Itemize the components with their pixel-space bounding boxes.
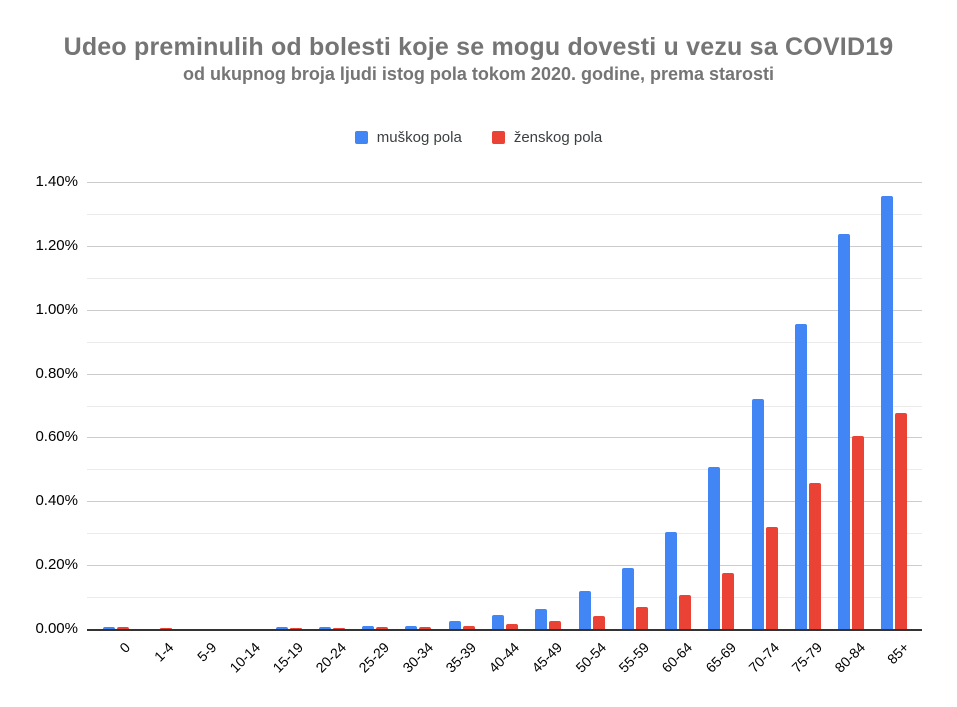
bar-female-60-64[interactable] xyxy=(679,594,692,629)
bar-female-30-34[interactable] xyxy=(419,627,432,629)
bar-male-15-19[interactable] xyxy=(275,627,288,629)
y-axis-tick-label: 0.00% xyxy=(35,620,78,637)
x-axis-tick-label: 45-49 xyxy=(528,639,566,676)
chart-subtitle: od ukupnog broja ljudi istog pola tokom … xyxy=(182,64,775,84)
x-axis-line xyxy=(87,629,922,631)
gridline-major xyxy=(87,182,922,183)
bar-male-70-74[interactable] xyxy=(751,399,764,629)
gridline-minor xyxy=(87,533,922,535)
bar-male-20-24[interactable] xyxy=(318,627,331,629)
gridline-minor xyxy=(87,341,922,343)
bar-male-0[interactable] xyxy=(102,626,115,629)
x-axis-tick-label: 30-34 xyxy=(399,639,436,676)
gridline-minor xyxy=(87,213,922,215)
y-axis-tick-label: 0.80% xyxy=(35,364,78,382)
bar-male-25-29[interactable] xyxy=(362,626,375,629)
x-axis-tick-label: 15-19 xyxy=(269,639,307,676)
legend: muškog pola ženskog pola xyxy=(0,129,957,146)
legend-label-male: muškog pola xyxy=(376,129,462,146)
gridline-major xyxy=(87,501,922,503)
x-axis-tick-label: 75-79 xyxy=(788,639,826,676)
bar-female-35-39[interactable] xyxy=(462,626,475,629)
bar-female-0[interactable] xyxy=(116,627,129,629)
legend-label-female: ženskog pola xyxy=(513,129,603,146)
bar-female-50-54[interactable] xyxy=(592,615,605,629)
x-axis-tick-label: 25-29 xyxy=(355,639,393,676)
x-axis-tick-label: 50-54 xyxy=(572,639,609,676)
bar-female-1-4[interactable] xyxy=(159,627,172,629)
x-axis-tick-label: 85+ xyxy=(883,639,912,668)
bar-female-75-79[interactable] xyxy=(808,483,821,629)
legend-item-female[interactable]: ženskog pola xyxy=(491,129,603,146)
bar-female-40-44[interactable] xyxy=(506,623,518,629)
x-axis-tick-label: 1-4 xyxy=(150,639,177,665)
y-axis-tick-label: 1.20% xyxy=(35,236,78,254)
gridline-minor xyxy=(87,469,922,471)
gridline-major xyxy=(87,437,922,439)
bar-male-85+[interactable] xyxy=(881,196,894,629)
gridline-major xyxy=(87,309,922,311)
legend-item-male[interactable]: muškog pola xyxy=(354,129,462,146)
x-axis-tick-label: 70-74 xyxy=(745,639,782,676)
gridline-major xyxy=(87,565,922,567)
gridline-major xyxy=(87,245,922,247)
y-axis-tick-label: 0.40% xyxy=(35,492,78,510)
x-axis-tick-label: 5-9 xyxy=(193,639,220,665)
bar-male-75-79[interactable] xyxy=(794,324,807,629)
bar-female-25-29[interactable] xyxy=(376,627,389,629)
gridline-minor xyxy=(87,277,922,279)
gridline-major xyxy=(87,373,922,375)
bar-male-45-49[interactable] xyxy=(535,608,548,629)
bar-female-45-49[interactable] xyxy=(549,620,562,629)
bar-male-80-84[interactable] xyxy=(838,234,851,629)
bar-male-30-34[interactable] xyxy=(405,626,418,629)
x-axis-tick-label: 20-24 xyxy=(312,639,350,676)
y-axis-tick-label: 1.00% xyxy=(35,300,78,318)
bar-male-40-44[interactable] xyxy=(492,615,504,629)
bar-male-55-59[interactable] xyxy=(621,568,634,629)
x-axis-tick-label: 65-69 xyxy=(702,639,739,676)
bar-female-20-24[interactable] xyxy=(332,627,345,629)
gridline-minor xyxy=(87,405,922,407)
bar-female-15-19[interactable] xyxy=(289,628,302,629)
x-axis-tick-label: 40-44 xyxy=(485,639,523,676)
x-axis-tick-label: 55-59 xyxy=(615,639,653,676)
x-axis-tick-label: 0 xyxy=(116,639,133,656)
bar-male-50-54[interactable] xyxy=(578,591,591,629)
x-axis-tick-label: 80-84 xyxy=(831,639,869,676)
gridline-minor xyxy=(87,597,922,599)
legend-swatch-male xyxy=(354,131,368,144)
x-axis-tick-label: 60-64 xyxy=(658,639,696,676)
bar-female-80-84[interactable] xyxy=(852,436,865,629)
bar-female-65-69[interactable] xyxy=(722,572,735,629)
y-axis-tick-label: 0.60% xyxy=(35,428,78,446)
x-axis-tick-label: 10-14 xyxy=(226,639,263,676)
y-axis-tick-label: 0.20% xyxy=(35,556,78,574)
x-axis-tick-label: 35-39 xyxy=(442,639,480,676)
bar-female-55-59[interactable] xyxy=(635,607,648,629)
legend-swatch-female xyxy=(491,131,505,144)
chart-title: Udeo preminulih od bolesti koje se mogu … xyxy=(63,33,894,61)
bar-female-85+[interactable] xyxy=(895,413,908,629)
bar-male-65-69[interactable] xyxy=(708,467,721,629)
y-axis-tick-label: 1.40% xyxy=(35,173,78,190)
bar-male-60-64[interactable] xyxy=(665,531,678,629)
bar-male-35-39[interactable] xyxy=(448,621,461,629)
bar-female-70-74[interactable] xyxy=(765,526,778,629)
